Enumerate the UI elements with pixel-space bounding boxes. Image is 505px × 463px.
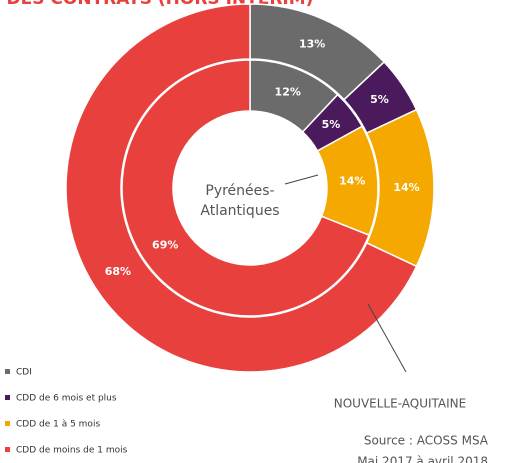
donut-segment (121, 59, 370, 317)
legend-swatch (5, 369, 10, 374)
value-label: 5% (322, 118, 341, 131)
donut-segment (65, 3, 418, 373)
chart-title: DES CONTRATS (HORS INTÉRIM) (7, 0, 314, 9)
legend-label: CDD de moins de 1 mois (16, 446, 128, 456)
legend-swatch (5, 447, 10, 452)
ring-label: NOUVELLE-AQUITAINE (334, 397, 467, 411)
legend-label: CDI (16, 368, 32, 378)
value-label: 68% (105, 265, 131, 278)
value-label: 13% (299, 37, 325, 50)
value-label: 5% (370, 93, 389, 106)
leader-line (284, 174, 319, 185)
source: Source : ACOSS MSA (364, 434, 489, 448)
value-label: 69% (152, 239, 178, 252)
ring-label: Pyrénées-Atlantiques (200, 183, 279, 219)
legend-label: CDD de 1 à 5 mois (16, 420, 100, 430)
period: Mai 2017 à avril 2018 (357, 455, 488, 463)
value-label: 14% (339, 175, 365, 188)
leader-line (367, 303, 407, 373)
legend-swatch (5, 395, 10, 400)
legend-label: CDD de 6 mois et plus (16, 394, 117, 404)
legend-swatch (5, 421, 10, 426)
value-label: 14% (393, 181, 419, 194)
value-label: 12% (275, 86, 301, 99)
